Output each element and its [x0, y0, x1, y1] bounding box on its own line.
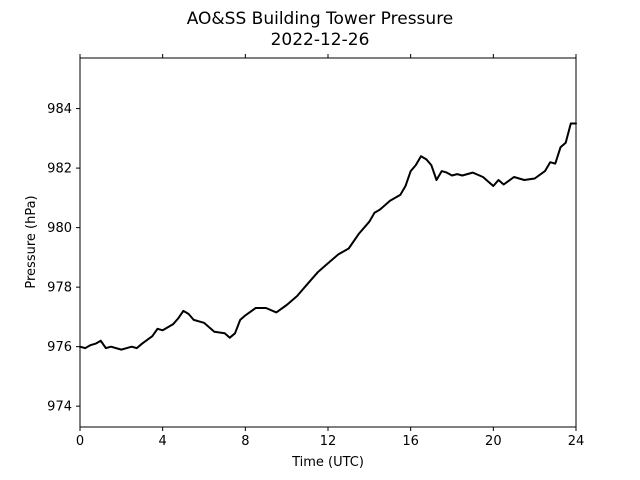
pressure-line — [79, 122, 577, 351]
y-tick-label: 984 — [47, 102, 72, 117]
y-tick-label: 982 — [47, 162, 72, 177]
y-tick-label: 976 — [47, 340, 72, 355]
chart-subtitle: 2022-12-26 — [271, 30, 370, 50]
x-tick-label: 20 — [485, 434, 502, 449]
chart-title: AO&SS Building Tower Pressure — [187, 9, 454, 29]
x-tick-label: 4 — [159, 434, 167, 449]
plot-frame — [79, 57, 577, 428]
x-tick-label: 24 — [568, 434, 585, 449]
y-tick-label: 980 — [47, 221, 72, 236]
axis-ticks: 0 4 8 12 16 20 24 974 976 978 980 982 984 — [47, 54, 584, 449]
x-tick-label: 0 — [76, 434, 84, 449]
x-tick-label: 8 — [241, 434, 249, 449]
y-tick-label: 974 — [47, 400, 72, 415]
x-tick-label: 16 — [402, 434, 419, 449]
y-tick-label: 978 — [47, 281, 72, 296]
x-tick-label: 12 — [320, 434, 337, 449]
x-axis-label: Time (UTC) — [291, 455, 364, 470]
y-axis-label: Pressure (hPa) — [24, 195, 39, 288]
